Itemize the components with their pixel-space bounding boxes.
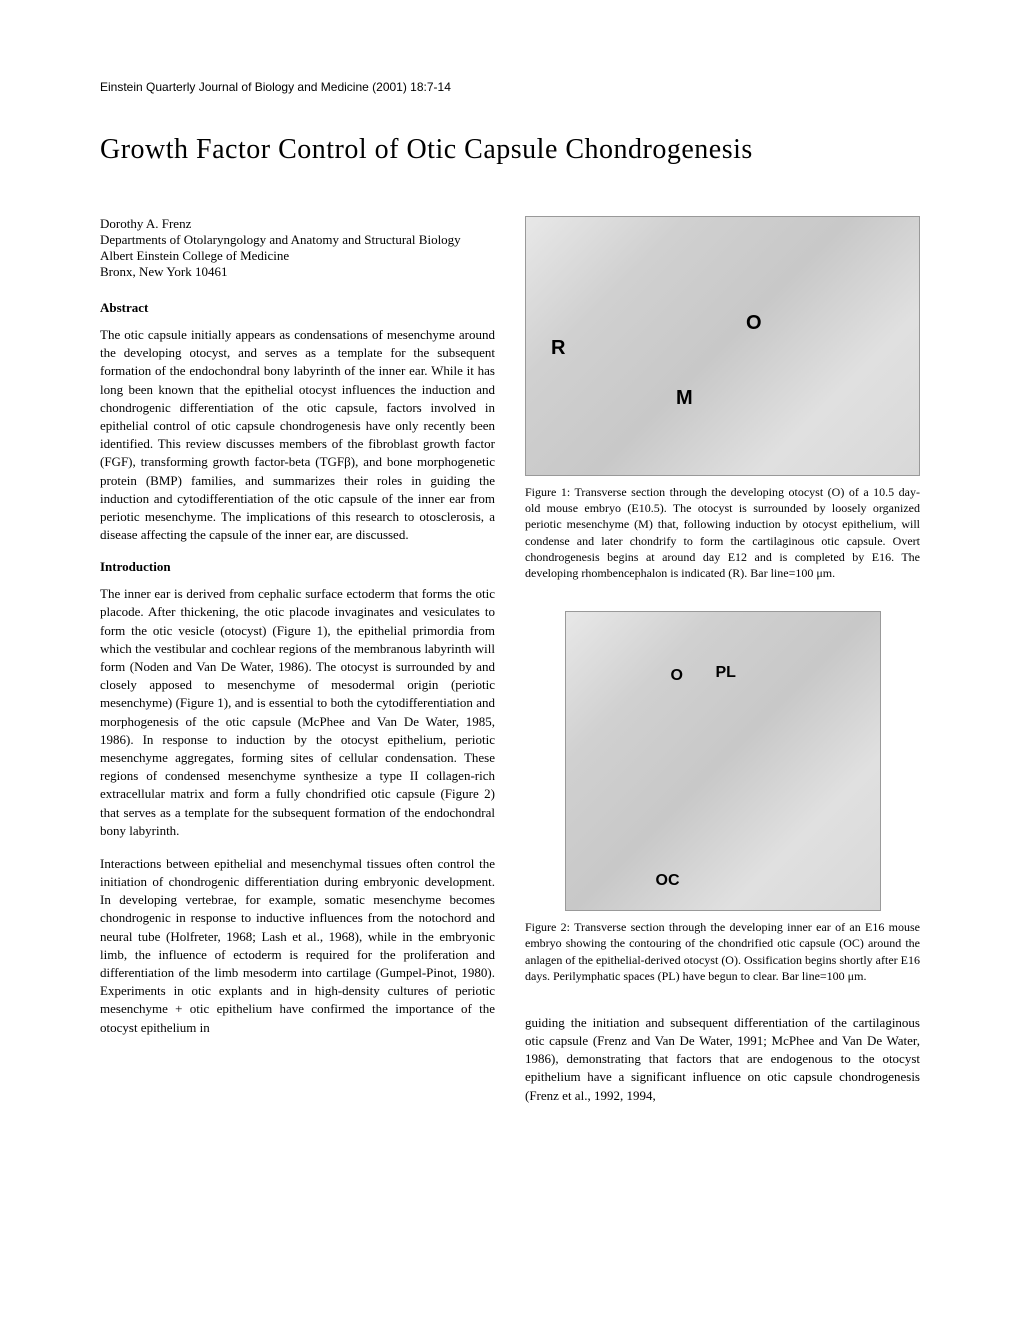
author-block: Dorothy A. Frenz Departments of Otolaryn… xyxy=(100,216,495,280)
fig1-label-O: O xyxy=(746,312,762,335)
figure-1: R O M Figure 1: Transverse section throu… xyxy=(525,216,920,581)
author-name: Dorothy A. Frenz xyxy=(100,216,495,232)
author-institution: Albert Einstein College of Medicine xyxy=(100,248,495,264)
two-column-content: Dorothy A. Frenz Departments of Otolaryn… xyxy=(100,216,920,1120)
figure-2: O PL OC Figure 2: Transverse section thr… xyxy=(525,611,920,984)
figure-1-image: R O M xyxy=(525,216,920,476)
fig1-label-M: M xyxy=(676,387,693,410)
figure-2-caption: Figure 2: Transverse section through the… xyxy=(525,919,920,984)
article-title: Growth Factor Control of Otic Capsule Ch… xyxy=(100,134,920,166)
figure-2-image: O PL OC xyxy=(565,611,881,911)
abstract-text: The otic capsule initially appears as co… xyxy=(100,326,495,544)
right-col-continuation: guiding the initiation and subsequent di… xyxy=(525,1014,920,1105)
right-column: R O M Figure 1: Transverse section throu… xyxy=(525,216,920,1120)
figure-1-caption: Figure 1: Transverse section through the… xyxy=(525,484,920,581)
intro-paragraph-1: The inner ear is derived from cephalic s… xyxy=(100,585,495,840)
fig2-label-O: O xyxy=(671,667,683,685)
journal-header: Einstein Quarterly Journal of Biology an… xyxy=(100,80,920,94)
fig2-label-PL: PL xyxy=(716,664,736,682)
intro-paragraph-2: Interactions between epithelial and mese… xyxy=(100,855,495,1037)
intro-heading: Introduction xyxy=(100,559,495,575)
fig2-label-OC: OC xyxy=(656,872,680,890)
left-column: Dorothy A. Frenz Departments of Otolaryn… xyxy=(100,216,495,1120)
fig1-label-R: R xyxy=(551,337,565,360)
abstract-heading: Abstract xyxy=(100,300,495,316)
author-dept: Departments of Otolaryngology and Anatom… xyxy=(100,232,495,248)
author-address: Bronx, New York 10461 xyxy=(100,264,495,280)
